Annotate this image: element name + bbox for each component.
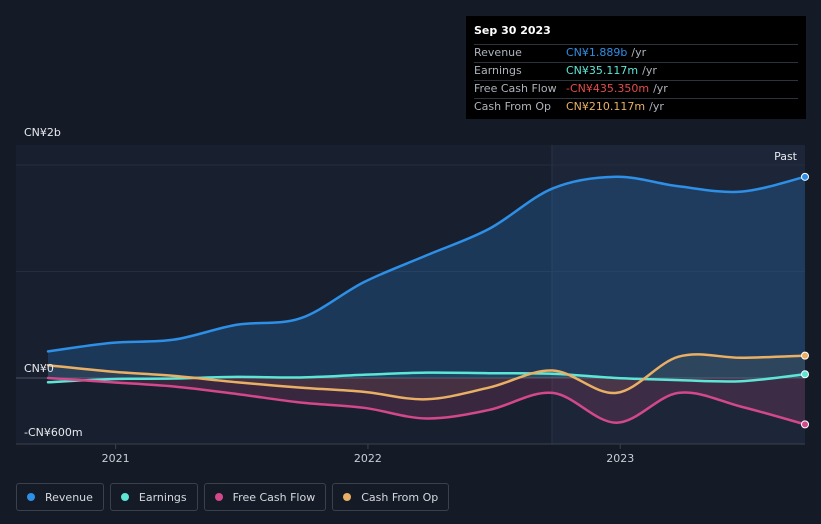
legend: Revenue Earnings Free Cash Flow Cash Fro… — [16, 483, 450, 511]
y-label-zero: CN¥0 — [24, 362, 54, 375]
area-free-cash-flow — [48, 378, 805, 425]
tooltip-label: Free Cash Flow — [474, 82, 557, 95]
endpoint-earnings — [801, 370, 809, 379]
endpoint-revenue — [801, 172, 809, 181]
endpoint-cash-from-op — [801, 351, 809, 360]
series-lines — [46, 175, 807, 426]
legend-dot-icon — [214, 493, 223, 501]
x-tick-label: 2022 — [354, 452, 382, 465]
legend-item-revenue[interactable]: Revenue — [16, 483, 104, 511]
legend-label: Revenue — [45, 490, 93, 504]
tooltip-row-earnings: Earnings CN¥35.117m /yr — [474, 62, 798, 80]
tooltip-date: Sep 30 2023 — [474, 24, 551, 37]
line-revenue — [46, 175, 807, 353]
tooltip-row-free-cash-flow: Free Cash Flow -CN¥435.350m /yr — [474, 80, 798, 98]
legend-label: Cash From Op — [361, 490, 439, 504]
period-label-past: Past — [774, 150, 798, 163]
tooltip-label: Cash From Op — [474, 100, 552, 113]
tooltip-row-cash-from-op: Cash From Op CN¥210.117m /yr — [474, 98, 798, 116]
line-cash-from-op — [46, 353, 807, 401]
line-earnings — [46, 371, 807, 384]
tooltip-label: Earnings — [474, 64, 522, 77]
x-tick-label: 2021 — [102, 452, 130, 465]
y-label-top: CN¥2b — [24, 126, 61, 139]
y-label-bottom: -CN¥600m — [24, 426, 83, 439]
tooltip-label: Revenue — [474, 46, 522, 59]
legend-dot-icon — [27, 493, 35, 501]
tooltip-unit: /yr — [642, 64, 657, 77]
area-cash-from-op — [48, 354, 805, 400]
tooltip-value: -CN¥435.350m — [566, 82, 650, 95]
tooltip-unit: /yr — [653, 82, 668, 95]
x-axis: 2021 2022 2023 — [16, 443, 805, 465]
area-revenue — [48, 176, 805, 378]
legend-label: Free Cash Flow — [232, 490, 316, 504]
endpoint-free-cash-flow — [801, 420, 809, 429]
legend-dot-icon — [120, 493, 129, 501]
x-tick-label: 2023 — [606, 452, 634, 465]
tooltip: Sep 30 2023 Revenue CN¥1.889b /yr Earnin… — [466, 16, 806, 119]
tooltip-unit: /yr — [649, 100, 664, 113]
tooltip-unit: /yr — [631, 46, 647, 59]
tooltip-row-revenue: Revenue CN¥1.889b /yr — [474, 44, 798, 62]
legend-item-free-cash-flow[interactable]: Free Cash Flow — [203, 483, 327, 511]
tooltip-value: CN¥1.889b — [566, 46, 628, 59]
legend-item-cash-from-op[interactable]: Cash From Op — [332, 483, 450, 511]
chart-background — [16, 145, 805, 444]
series-endpoints — [801, 172, 809, 429]
area-earnings — [48, 372, 805, 383]
legend-label: Earnings — [138, 490, 187, 504]
legend-item-earnings[interactable]: Earnings — [109, 483, 198, 511]
series-areas — [48, 176, 805, 425]
tooltip-value: CN¥35.117m — [566, 64, 639, 77]
legend-dot-icon — [343, 493, 352, 501]
line-free-cash-flow — [46, 376, 807, 426]
tooltip-value: CN¥210.117m — [566, 100, 646, 113]
